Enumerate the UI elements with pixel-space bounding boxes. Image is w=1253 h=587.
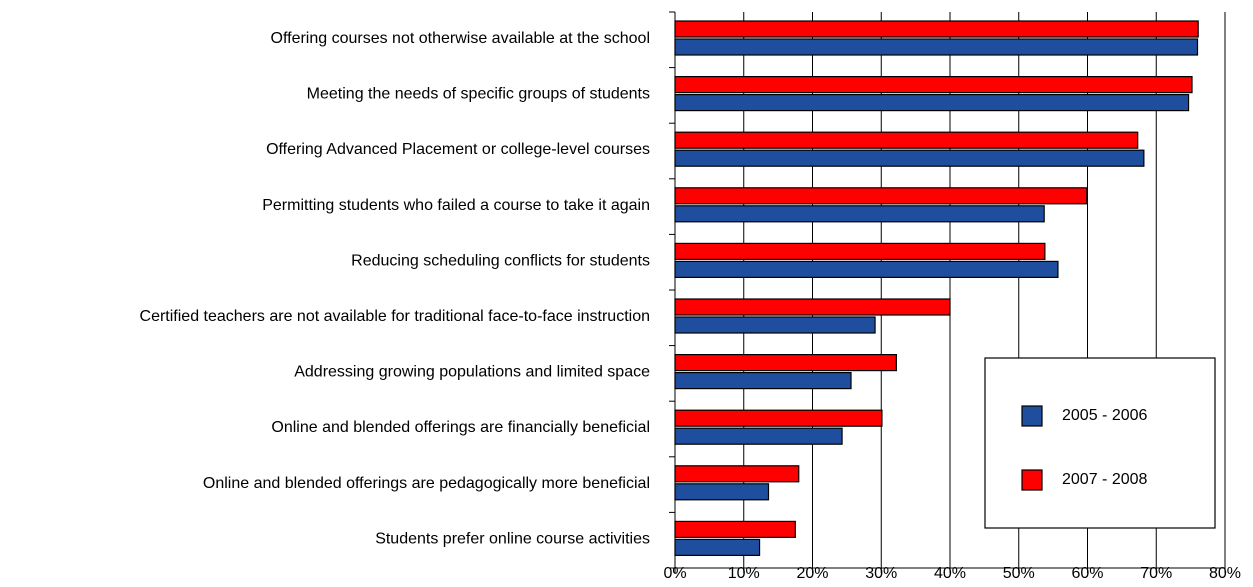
bar <box>674 242 1046 260</box>
y-tick-label: Online and blended offerings are financi… <box>271 419 650 436</box>
bar <box>674 131 1139 149</box>
legend-label: 2005 - 2006 <box>1062 407 1148 424</box>
legend-label: 2007 - 2008 <box>1062 471 1148 488</box>
y-tick-label: Certified teachers are not available for… <box>140 308 650 325</box>
y-tick-label: Meeting the needs of specific groups of … <box>307 86 650 103</box>
x-tick-label: 40% <box>934 565 966 582</box>
y-tick-label: Reducing scheduling conflicts for studen… <box>351 252 650 269</box>
x-tick-label: 50% <box>1003 565 1035 582</box>
y-tick-label: Offering Advanced Placement or college-l… <box>266 141 650 158</box>
legend-swatch <box>1021 405 1043 427</box>
y-tick-label: Online and blended offerings are pedagog… <box>203 475 650 492</box>
bar <box>674 93 1190 112</box>
legend-box <box>984 357 1216 529</box>
bar <box>674 75 1193 94</box>
bar <box>674 20 1199 38</box>
x-tick-label: 70% <box>1140 565 1172 582</box>
x-tick-label: 30% <box>865 565 897 582</box>
bar <box>674 427 843 445</box>
x-tick-label: 80% <box>1209 565 1241 582</box>
bar <box>674 260 1059 278</box>
bar <box>674 187 1088 205</box>
bar <box>674 483 770 501</box>
bar <box>674 316 876 334</box>
bar <box>674 354 897 372</box>
bar <box>674 520 796 539</box>
x-tick-label: 20% <box>796 565 828 582</box>
y-tick-label: Addressing growing populations and limit… <box>294 364 650 381</box>
bar <box>674 298 951 316</box>
x-tick-label: 60% <box>1071 565 1103 582</box>
x-tick-label: 0% <box>663 565 686 582</box>
bar <box>674 38 1199 56</box>
bar <box>674 372 852 390</box>
bar <box>674 409 883 427</box>
x-tick-label: 10% <box>728 565 760 582</box>
y-tick-label: Offering courses not otherwise available… <box>271 30 650 47</box>
y-tick-label: Permitting students who failed a course … <box>262 197 650 214</box>
bar <box>674 538 761 557</box>
bar <box>674 205 1045 223</box>
legend-swatch <box>1021 469 1043 491</box>
bar <box>674 465 800 483</box>
bar <box>674 149 1145 167</box>
y-tick-label: Students prefer online course activities <box>375 530 650 547</box>
